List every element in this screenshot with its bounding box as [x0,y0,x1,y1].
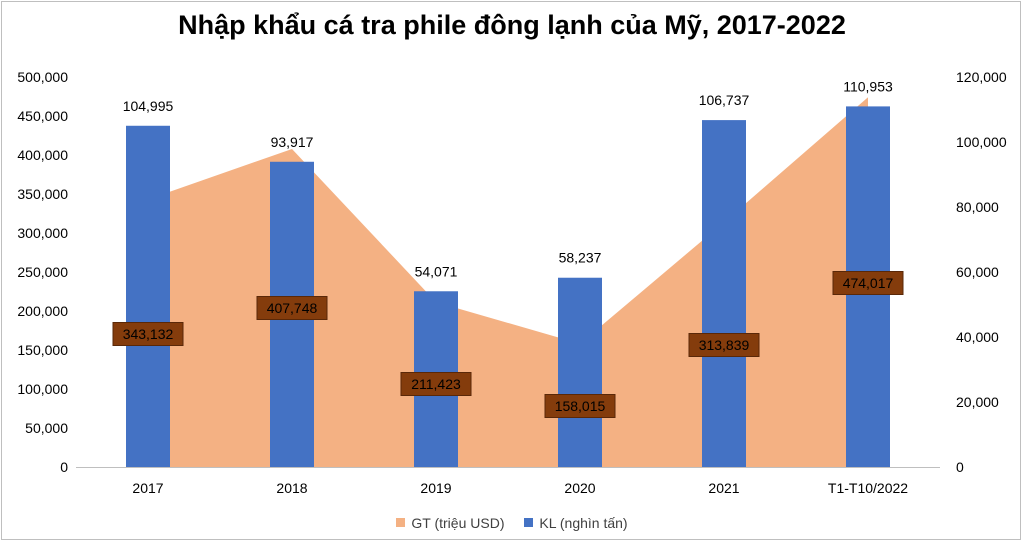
y-left-tick-label: 300,000 [17,225,68,241]
x-tick-label: 2017 [132,480,163,496]
y-left-tick-label: 400,000 [17,147,68,163]
legend-swatch-kl [524,518,534,527]
y-right-tick-label: 60,000 [956,264,999,280]
y-right-tick-label: 20,000 [956,394,999,410]
area-data-label-box [256,296,328,320]
y-right-tick-label: 120,000 [956,69,1007,85]
legend-label-gt: GT (triệu USD) [411,514,505,531]
y-left-tick-label: 50,000 [25,420,68,436]
bar-data-label: 54,071 [415,263,458,279]
y-left-tick-label: 500,000 [17,69,68,85]
bar-data-label: 110,953 [843,78,893,94]
area-data-label: 343,132 [123,326,174,342]
legend-label-kl: KL (nghìn tấn) [539,514,628,531]
chart-title: Nhập khẩu cá tra phile đông lạnh của Mỹ,… [178,10,846,40]
bar-kl-4 [702,120,746,468]
area-data-label-box [688,333,760,357]
legend-item-gt: GT (triệu USD) [396,515,504,531]
area-data-label: 211,423 [411,376,461,392]
y-left-tick-label: 200,000 [17,303,68,319]
y-left-tick-label: 450,000 [17,108,68,124]
y-left-tick-label: 150,000 [17,342,68,358]
legend-item-kl: KL (nghìn tấn) [524,514,628,531]
y-left-tick-label: 250,000 [17,264,68,280]
area-data-label-box [544,394,616,418]
legend-swatch-gt [396,518,406,527]
x-tick-label: 2021 [708,480,739,496]
bar-data-label: 58,237 [559,250,602,266]
area-data-label-box [112,322,184,346]
bar-data-label: 106,737 [699,92,750,108]
y-left-tick-label: 100,000 [17,381,68,397]
y-right-tick-label: 80,000 [956,199,999,215]
y-left-tick-label: 350,000 [17,186,68,202]
chart-legend: GT (triệu USD) KL (nghìn tấn) [0,514,1024,531]
area-data-label: 474,017 [843,275,894,291]
area-data-label: 158,015 [555,398,606,414]
area-data-label: 313,839 [699,337,750,353]
y-right-tick-label: 40,000 [956,329,999,345]
area-data-label-box [832,271,904,295]
bar-kl-0 [126,125,170,468]
x-tick-label: 2018 [276,480,307,496]
area-data-label-box [400,372,472,396]
bar-kl-3 [558,277,602,467]
x-tick-label: 2020 [564,480,595,496]
y-left-tick-label: 0 [60,459,68,475]
x-tick-label: 2019 [420,480,451,496]
area-gt [148,97,868,468]
bar-data-label: 104,995 [123,98,174,114]
bar-data-label: 93,917 [271,134,314,150]
y-right-tick-label: 0 [956,459,964,475]
x-tick-label: T1-T10/2022 [828,480,908,496]
y-right-tick-label: 100,000 [956,134,1007,150]
area-data-label: 407,748 [267,300,318,316]
